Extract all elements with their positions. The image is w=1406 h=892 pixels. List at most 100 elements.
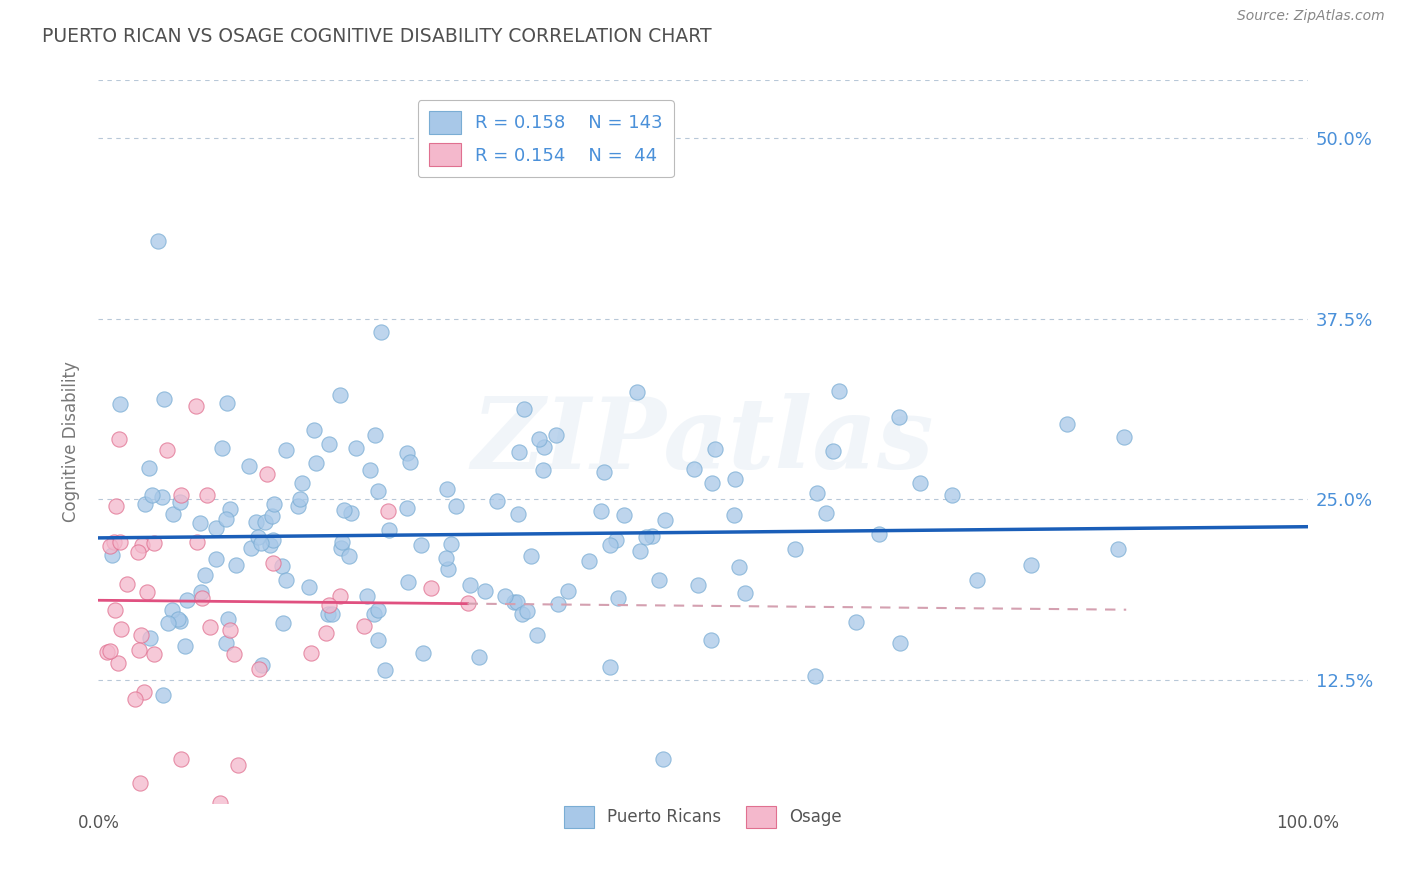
Point [253,515,276,529]
Point [270,558,292,573]
Point [434,550,457,565]
Point [626,385,648,400]
Point [318,599,340,613]
Point [814,506,837,520]
Point [374,663,396,677]
Point [205,521,228,535]
Point [1107,542,1129,557]
Point [1056,417,1078,432]
Point [377,504,399,518]
Point [211,441,233,455]
Point [396,575,419,590]
Point [184,399,207,413]
Point [474,583,496,598]
Point [321,607,343,621]
Point [262,509,284,524]
Point [889,636,911,650]
Point [828,384,851,399]
Point [364,428,387,442]
Point [194,567,217,582]
Point [141,488,163,502]
Point [1019,558,1042,573]
Point [370,326,392,340]
Y-axis label: Cognitive Disability: Cognitive Disability [62,361,80,522]
Point [219,623,242,637]
Point [108,535,131,549]
Point [636,530,658,544]
Point [108,433,131,447]
Point [578,553,600,567]
Point [127,545,149,559]
Point [683,461,706,475]
Point [128,643,150,657]
Point [98,539,121,553]
Point [208,796,231,810]
Point [330,541,353,555]
Point [107,657,129,671]
Point [150,490,173,504]
Point [160,603,183,617]
Point [399,455,422,469]
Point [868,526,890,541]
Point [142,536,165,550]
Point [377,524,399,538]
Point [146,234,169,248]
Point [169,495,191,509]
Point [527,432,550,446]
Point [727,560,749,574]
Point [526,627,548,641]
Point [240,541,263,556]
Point [516,604,538,618]
Point [136,585,159,599]
Point [356,589,378,603]
Point [941,488,963,502]
Point [297,581,319,595]
Point [250,536,273,550]
Point [218,502,240,516]
Point [188,516,211,530]
Point [263,497,285,511]
Point [437,561,460,575]
Point [512,607,534,622]
Point [259,538,281,552]
Point [329,589,352,603]
Point [783,541,806,556]
Point [544,427,567,442]
Point [315,626,337,640]
Point [214,636,236,650]
Point [513,402,536,417]
Point [129,776,152,790]
Point [225,558,247,572]
Point [186,535,208,549]
Point [700,476,723,491]
Point [170,751,193,765]
Point [966,573,988,587]
Point [138,461,160,475]
Point [100,549,122,563]
Point [444,499,467,513]
Point [700,632,723,647]
Point [302,424,325,438]
Point [367,602,389,616]
Point [641,528,664,542]
Point [155,442,177,457]
Point [262,533,284,547]
Point [557,583,579,598]
Point [288,491,311,506]
Point [440,537,463,551]
Point [170,488,193,502]
Point [703,442,725,456]
Point [468,650,491,665]
Point [262,556,284,570]
Point [396,500,419,515]
Point [162,508,184,522]
Point [508,508,530,522]
Point [337,549,360,564]
Point [605,533,627,548]
Point [823,444,845,458]
Point [215,512,238,526]
Point [224,647,246,661]
Point [132,685,155,699]
Point [652,752,675,766]
Point [98,644,121,658]
